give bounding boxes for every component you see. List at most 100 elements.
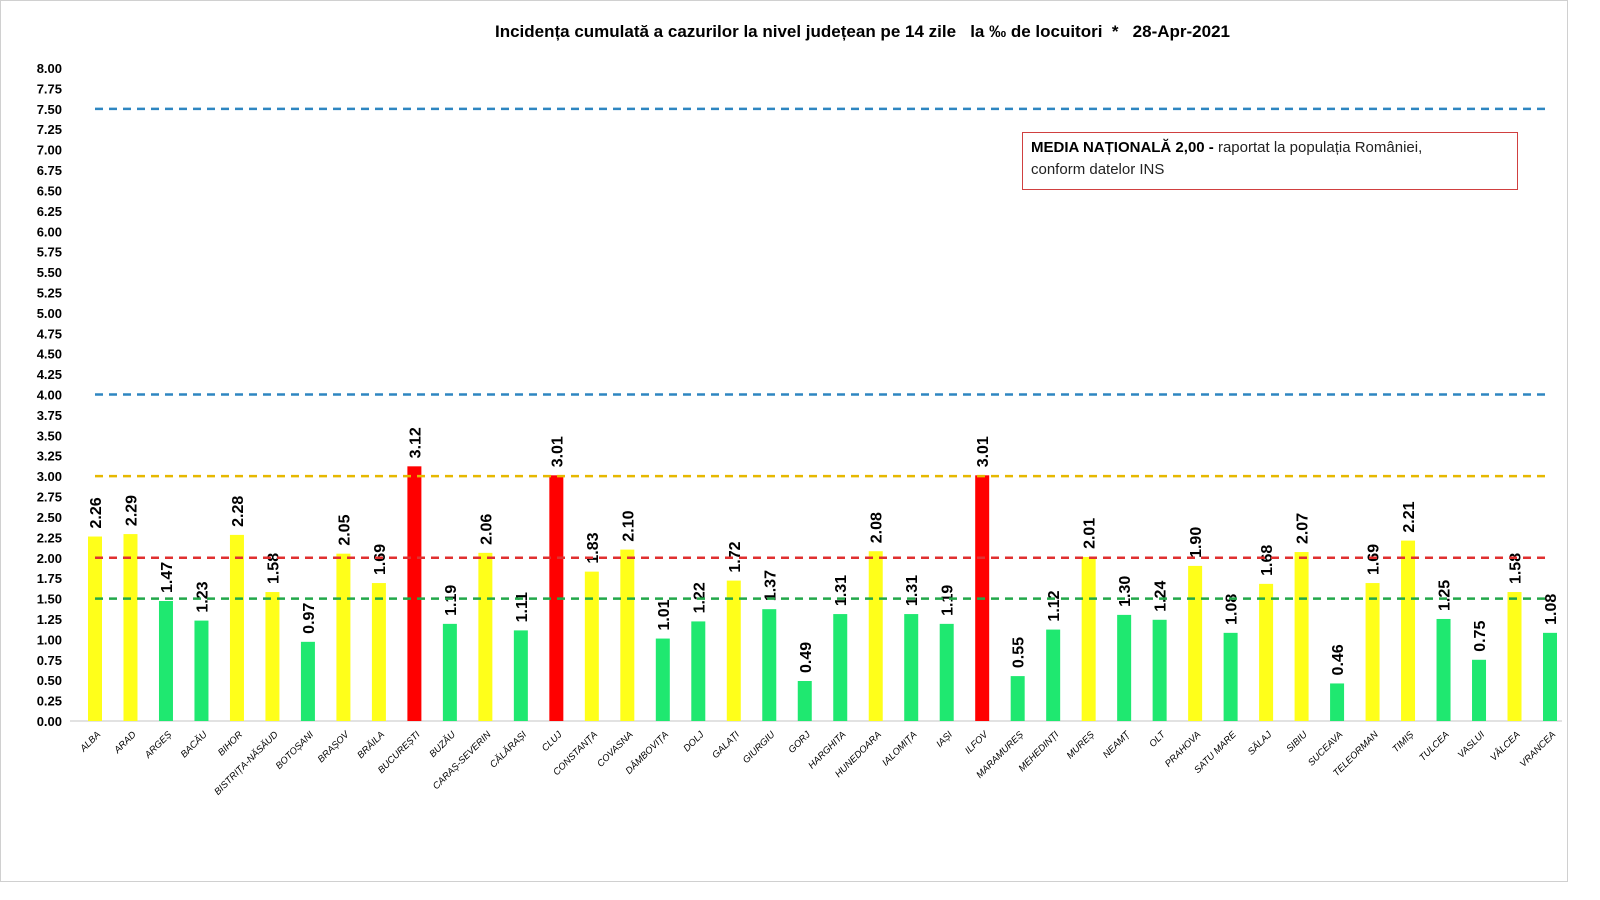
data-label: 2.10 <box>620 510 637 541</box>
bar <box>833 614 848 721</box>
data-label: 0.55 <box>1011 637 1028 668</box>
y-tick-label: 1.25 <box>37 612 62 627</box>
x-tick-label: NEAMȚ <box>1101 728 1133 760</box>
data-label: 2.05 <box>336 514 353 545</box>
data-label: 1.08 <box>1543 594 1560 625</box>
bar <box>265 592 280 721</box>
chart-frame <box>0 0 1568 882</box>
data-label: 1.58 <box>265 553 282 584</box>
y-tick-label: 6.00 <box>37 224 62 239</box>
data-label: 1.25 <box>1437 580 1454 611</box>
bar <box>194 620 209 721</box>
y-tick-label: 4.00 <box>37 388 62 403</box>
x-tick-label: SIBIU <box>1284 729 1309 754</box>
bar <box>904 614 919 721</box>
y-tick-label: 6.75 <box>37 163 62 178</box>
y-tick-label: 5.25 <box>37 285 62 300</box>
data-label: 0.75 <box>1472 621 1489 652</box>
data-label: 2.08 <box>869 512 886 543</box>
bar <box>336 553 351 721</box>
x-tick-label: ARGEȘ <box>142 729 174 761</box>
data-label: 2.01 <box>1082 518 1099 549</box>
data-label: 0.46 <box>1330 644 1347 675</box>
data-label: 1.23 <box>194 581 211 612</box>
x-tick-label: IAȘI <box>934 729 955 750</box>
x-tick-label: BISTRIȚA-NĂSĂUD <box>212 729 280 797</box>
data-label: 1.31 <box>833 575 850 606</box>
data-label: 1.37 <box>762 570 779 601</box>
data-label: 1.83 <box>585 532 602 563</box>
y-tick-label: 1.75 <box>37 571 62 586</box>
y-tick-label: 2.75 <box>37 490 62 505</box>
bar <box>442 623 457 721</box>
y-tick-label: 3.50 <box>37 428 62 443</box>
x-tick-label: VRANCEA <box>1518 729 1558 769</box>
x-tick-label: MUREȘ <box>1065 729 1098 762</box>
y-tick-label: 7.75 <box>37 81 62 96</box>
x-tick-label: GIURGIU <box>741 729 778 766</box>
y-tick-label: 7.50 <box>37 102 62 117</box>
note-line2: conform datelor INS <box>1031 161 1165 178</box>
y-tick-label: 3.25 <box>37 449 62 464</box>
chart-title: Incidența cumulată a cazurilor la nivel … <box>494 22 1230 41</box>
data-label: 2.21 <box>1401 501 1418 532</box>
y-tick-label: 6.25 <box>37 204 62 219</box>
x-tick-label: BUZĂU <box>427 729 458 760</box>
y-tick-label: 3.00 <box>37 469 62 484</box>
data-label: 1.01 <box>656 599 673 630</box>
x-tick-label: ARAD <box>111 729 138 756</box>
bar <box>1365 583 1380 721</box>
x-tick-label: OLT <box>1147 729 1168 750</box>
data-label: 2.06 <box>478 514 495 545</box>
y-tick-label: 1.00 <box>37 632 62 647</box>
bar <box>407 466 422 721</box>
bar <box>868 551 883 721</box>
bar <box>1543 632 1557 721</box>
y-tick-label: 4.25 <box>37 367 62 382</box>
data-label: 1.90 <box>1188 527 1205 558</box>
data-label: 2.07 <box>1295 513 1312 544</box>
x-tick-label: BACĂU <box>179 729 210 760</box>
bar <box>726 580 741 721</box>
y-tick-label: 5.75 <box>37 245 62 260</box>
bar <box>1436 618 1451 721</box>
y-tick-label: 2.00 <box>37 551 62 566</box>
data-label: 0.49 <box>798 642 815 673</box>
data-label: 3.01 <box>975 436 992 467</box>
data-label: 1.11 <box>514 592 531 622</box>
bar <box>123 534 138 721</box>
x-tick-label: BOTOȘANI <box>274 729 317 772</box>
x-tick-label: VÂLCEA <box>1488 729 1522 763</box>
data-label: 1.47 <box>159 562 176 593</box>
x-tick-label: ALBA <box>77 729 103 755</box>
data-label: 1.30 <box>1117 576 1134 607</box>
bar <box>1046 629 1061 721</box>
bar <box>1223 632 1238 721</box>
y-tick-label: 8.00 <box>37 61 62 76</box>
y-tick-label: 7.25 <box>37 122 62 137</box>
bar <box>584 571 599 721</box>
data-label: 3.01 <box>549 436 566 467</box>
bar <box>549 475 564 721</box>
bar <box>655 638 670 721</box>
bar <box>371 583 386 721</box>
data-label: 0.97 <box>301 603 318 634</box>
data-label: 3.12 <box>407 427 424 458</box>
bar <box>1472 659 1487 721</box>
y-tick-label: 5.50 <box>37 265 62 280</box>
data-label: 1.69 <box>1366 544 1383 575</box>
x-tick-label: VASLUI <box>1456 729 1488 761</box>
note-bold: MEDIA NAȚIONALĂ 2,00 - <box>1031 139 1214 156</box>
bar <box>691 621 706 721</box>
data-label: 1.19 <box>443 585 460 616</box>
y-tick-label: 1.50 <box>37 592 62 607</box>
x-tick-label: IALOMIȚA <box>880 729 919 768</box>
bar <box>797 681 812 721</box>
data-label: 1.68 <box>1259 545 1276 576</box>
x-tick-label: BIHOR <box>216 729 245 758</box>
x-tick-label: DOLJ <box>681 729 706 754</box>
data-label: 1.58 <box>1508 553 1525 584</box>
bar <box>1401 540 1416 721</box>
data-label: 1.12 <box>1046 590 1063 621</box>
